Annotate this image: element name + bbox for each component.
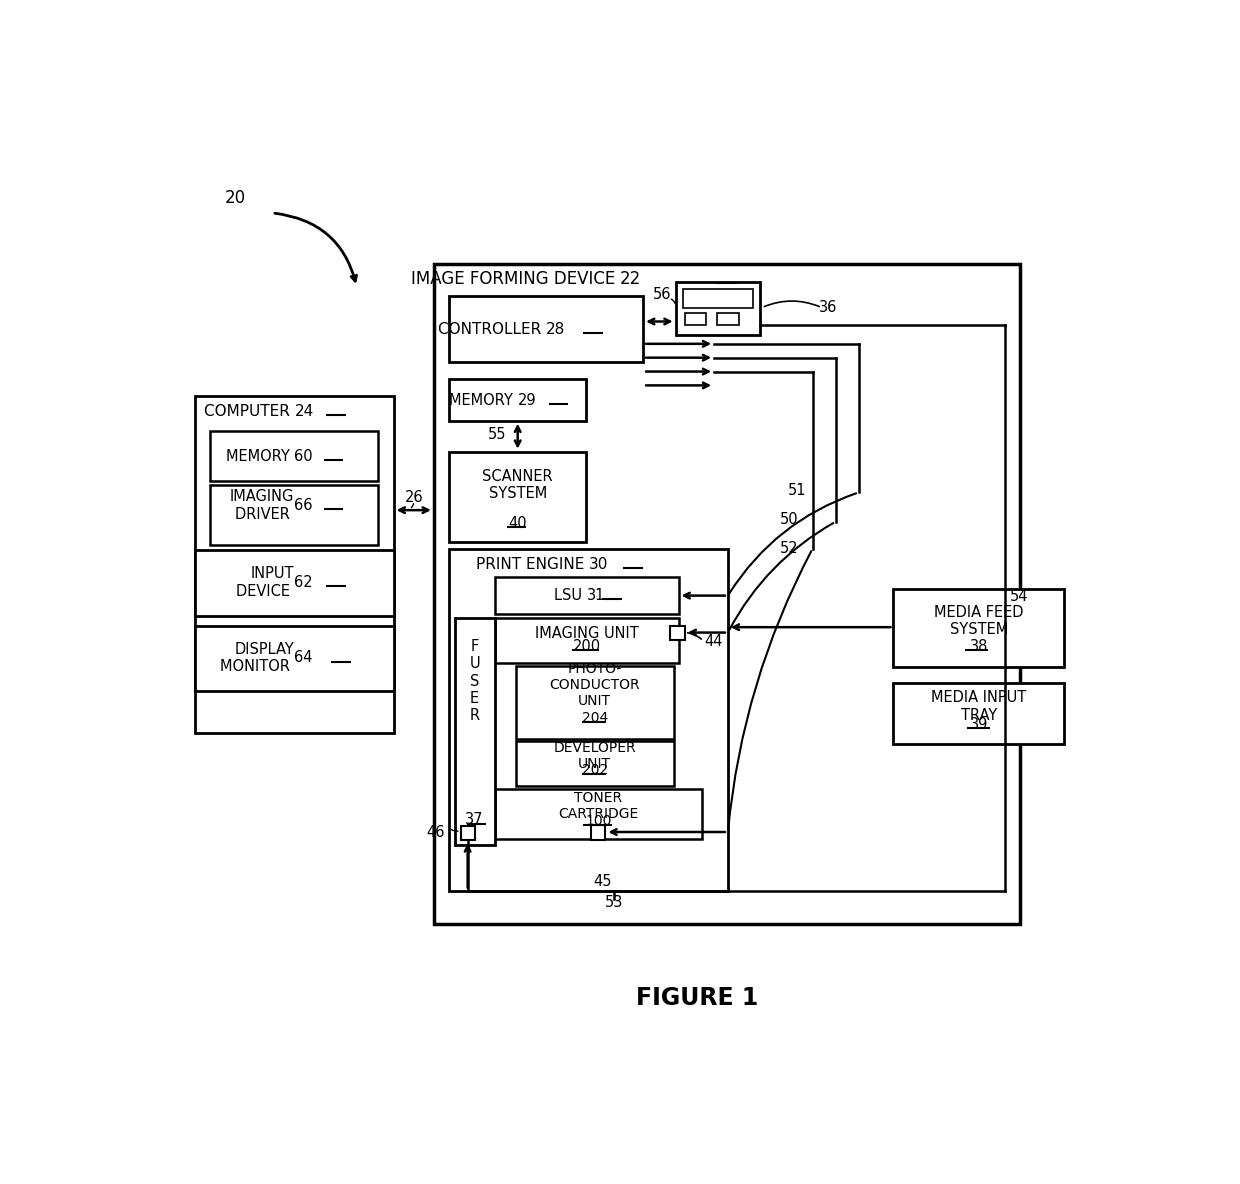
Text: 24: 24 — [294, 404, 314, 419]
Text: 52: 52 — [780, 541, 799, 556]
Text: 20: 20 — [224, 188, 246, 206]
Bar — [434, 264, 1021, 925]
Text: 66: 66 — [294, 498, 312, 513]
Text: IMAGE FORMING DEVICE: IMAGE FORMING DEVICE — [410, 270, 620, 288]
Text: IMAGING
DRIVER: IMAGING DRIVER — [229, 489, 294, 522]
Text: 54: 54 — [1009, 588, 1028, 604]
Bar — [684, 313, 707, 324]
Text: 36: 36 — [818, 300, 837, 315]
Bar — [195, 397, 394, 733]
Text: 53: 53 — [605, 895, 624, 910]
Bar — [449, 451, 587, 542]
Text: 204: 204 — [582, 712, 608, 725]
Text: 202: 202 — [582, 764, 608, 778]
Text: FIGURE 1: FIGURE 1 — [636, 986, 758, 1010]
Text: 45: 45 — [593, 874, 611, 889]
Text: MEMORY: MEMORY — [226, 449, 294, 464]
Text: 55: 55 — [487, 427, 506, 442]
Text: 51: 51 — [787, 483, 806, 497]
Text: COMPUTER: COMPUTER — [203, 404, 294, 419]
Bar — [495, 789, 702, 839]
Text: SCANNER
SYSTEM: SCANNER SYSTEM — [482, 469, 553, 501]
Text: MEDIA FEED
SYSTEM: MEDIA FEED SYSTEM — [934, 605, 1024, 637]
Text: DEVELOPER
UNIT: DEVELOPER UNIT — [553, 741, 636, 771]
Text: 39: 39 — [970, 716, 988, 732]
Text: PHOTO-
CONDUCTOR
UNIT: PHOTO- CONDUCTOR UNIT — [549, 662, 640, 708]
Text: IMAGING UNIT: IMAGING UNIT — [536, 626, 639, 641]
Bar — [894, 683, 1064, 745]
Bar — [683, 289, 753, 308]
Bar — [449, 296, 644, 361]
Bar — [516, 665, 675, 739]
Text: 60: 60 — [294, 449, 312, 464]
Bar — [516, 741, 675, 786]
Text: 40: 40 — [508, 516, 527, 530]
Text: CONTROLLER: CONTROLLER — [438, 322, 546, 336]
Bar — [670, 625, 684, 641]
Text: 26: 26 — [404, 490, 423, 506]
Text: 56: 56 — [653, 287, 672, 302]
Bar — [449, 379, 587, 420]
Bar — [495, 577, 678, 614]
Text: 50: 50 — [780, 511, 799, 527]
Text: 200: 200 — [573, 639, 601, 654]
Bar — [449, 548, 728, 892]
Text: 62: 62 — [294, 575, 312, 590]
Bar — [590, 825, 605, 839]
Bar — [195, 625, 394, 691]
Text: 100: 100 — [585, 815, 611, 829]
Text: 44: 44 — [704, 633, 723, 649]
Bar — [495, 618, 678, 663]
Text: MEDIA INPUT
TRAY: MEDIA INPUT TRAY — [931, 690, 1027, 722]
Text: MEMORY: MEMORY — [449, 393, 517, 407]
Bar — [195, 551, 394, 616]
Bar — [455, 618, 495, 845]
Text: TONER
CARTRIDGE: TONER CARTRIDGE — [558, 791, 639, 821]
Bar — [211, 431, 378, 481]
Text: LSU: LSU — [554, 588, 587, 603]
Text: F
U
S
E
R: F U S E R — [469, 639, 480, 723]
Text: 22: 22 — [620, 270, 641, 288]
Text: 46: 46 — [427, 825, 445, 841]
Text: 31: 31 — [587, 588, 605, 603]
Text: PRINT ENGINE: PRINT ENGINE — [476, 556, 589, 572]
Bar — [461, 826, 475, 841]
Text: 64: 64 — [294, 650, 312, 665]
Bar — [894, 588, 1064, 668]
Bar — [717, 313, 739, 324]
Text: INPUT
DEVICE: INPUT DEVICE — [236, 566, 294, 599]
Text: 38: 38 — [970, 639, 988, 654]
Text: 28: 28 — [546, 322, 565, 336]
Text: 29: 29 — [517, 393, 537, 407]
Text: 30: 30 — [589, 556, 609, 572]
Bar — [676, 282, 760, 335]
Text: DISPLAY
MONITOR: DISPLAY MONITOR — [219, 642, 294, 674]
Text: 37: 37 — [465, 812, 484, 828]
Bar — [211, 484, 378, 545]
